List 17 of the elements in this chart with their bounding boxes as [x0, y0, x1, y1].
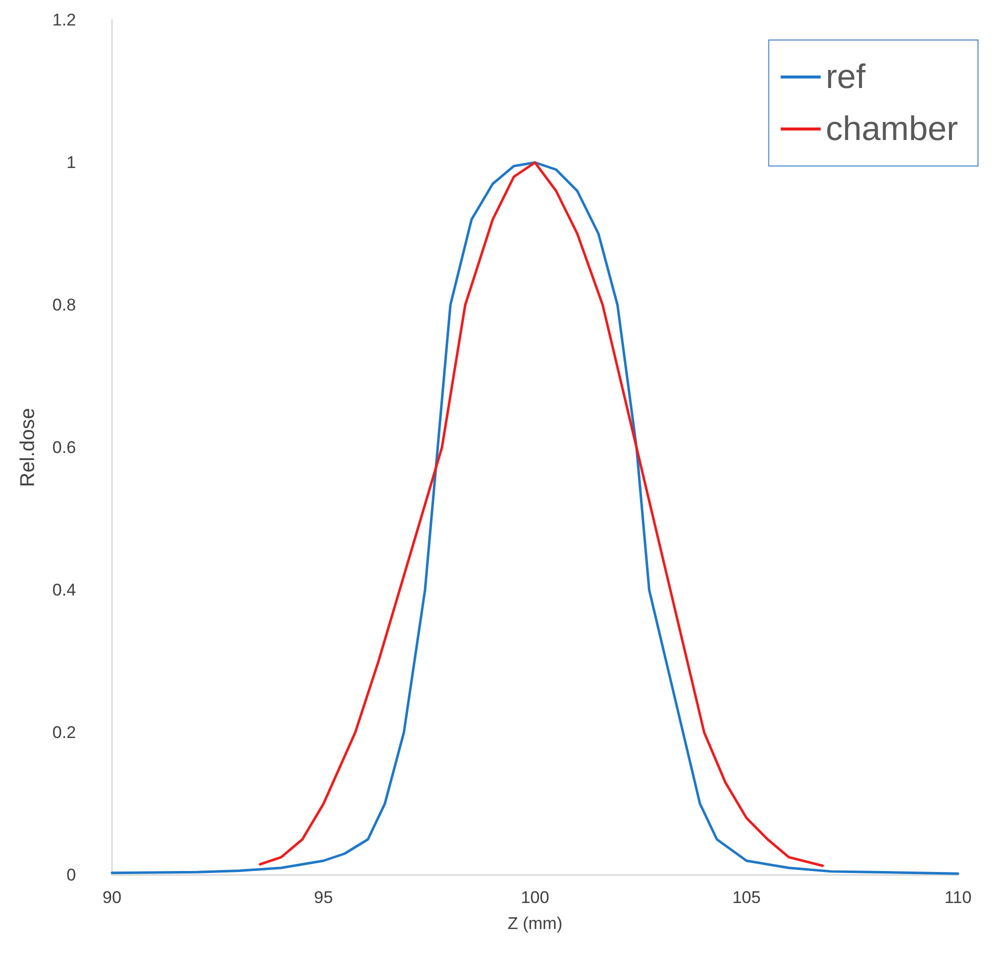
y-axis-title: Rel.dose [17, 408, 39, 487]
y-tick-label: 0.2 [52, 723, 76, 742]
y-tick-label: 0.4 [52, 580, 76, 600]
y-tick-label: 0.6 [52, 438, 76, 457]
x-axis-title: Z (mm) [508, 914, 562, 933]
y-tick-label: 1.2 [52, 10, 76, 30]
x-tick-label: 90 [102, 888, 122, 907]
legend-label: ref [826, 58, 866, 96]
line-series [258, 161, 824, 867]
y-tick-label: 1 [66, 153, 76, 172]
x-tick-label: 110 [944, 888, 972, 907]
y-tick-label: 0 [66, 866, 76, 884]
x-tick-label: 95 [314, 888, 333, 907]
legend-label: chamber [826, 110, 958, 148]
x-tick-label: 105 [732, 888, 761, 907]
y-tick-label: 0.8 [52, 296, 76, 314]
x-tick-label: 100 [520, 888, 550, 907]
